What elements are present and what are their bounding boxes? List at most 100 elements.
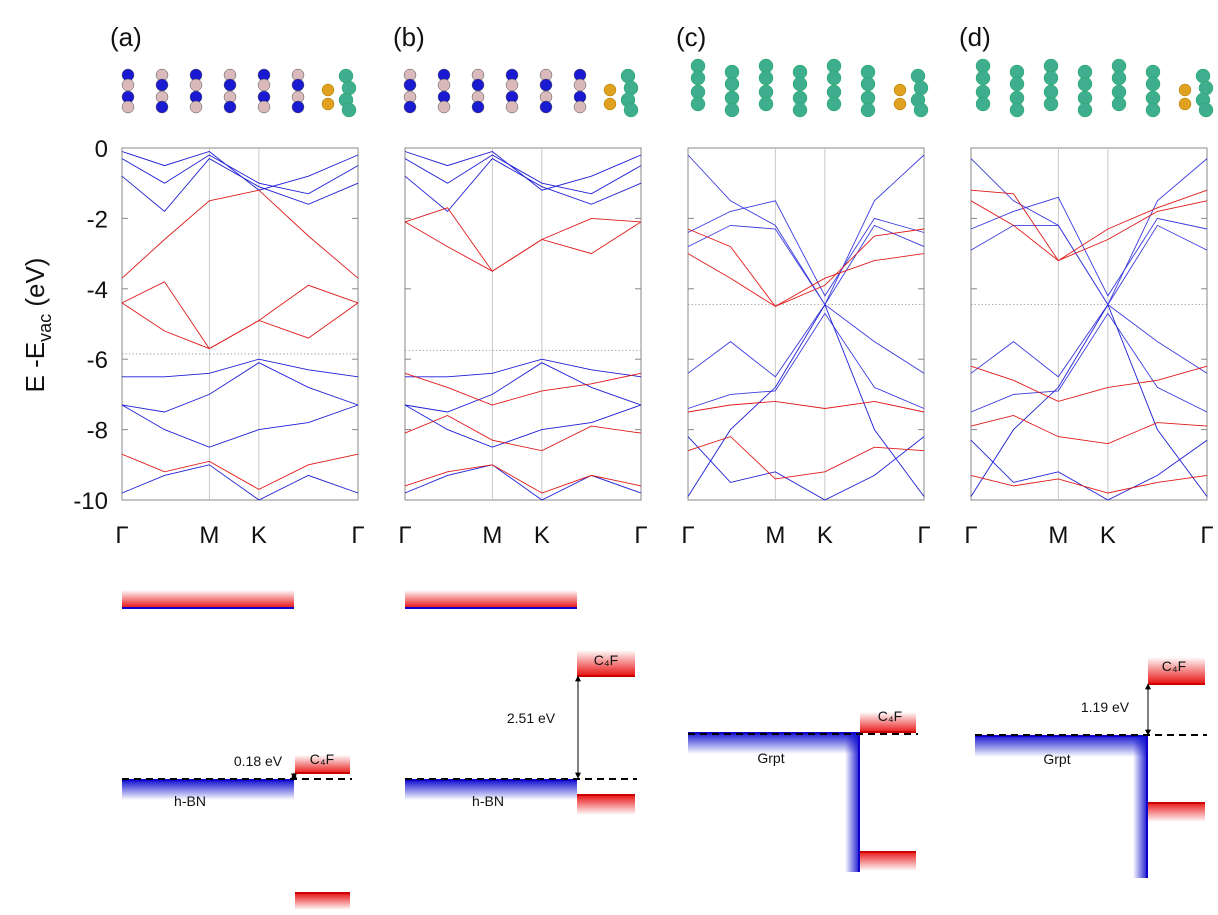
panel-label: (d): [959, 22, 991, 52]
band: [970, 200, 1208, 262]
atomic-structure: [975, 58, 1214, 118]
atom: [623, 80, 639, 96]
band-panel: [404, 147, 642, 501]
band: [970, 312, 1208, 413]
atom: [620, 68, 636, 84]
band: [687, 154, 925, 306]
atom: [223, 100, 237, 114]
atom: [471, 78, 485, 92]
graphite-band: [688, 732, 858, 754]
c4f-band: [1148, 802, 1205, 822]
atom: [338, 68, 354, 84]
atom: [121, 78, 135, 92]
x-tick-label: K: [817, 522, 833, 549]
atom: [1145, 102, 1161, 118]
panel-label: (a): [110, 22, 142, 52]
band: [970, 303, 1208, 497]
atom: [155, 78, 169, 92]
x-tick-label: K: [251, 522, 267, 549]
band: [404, 154, 642, 195]
band: [687, 312, 925, 409]
c4f-band: [295, 893, 350, 910]
y-tick-label: -10: [73, 488, 108, 515]
atom: [893, 97, 907, 111]
band: [687, 253, 925, 307]
graphite-band: [1133, 735, 1148, 878]
atom: [505, 100, 519, 114]
atom: [975, 96, 991, 112]
atomic-structure: [121, 68, 357, 118]
x-tick-label: K: [1100, 522, 1116, 549]
atom: [341, 102, 357, 118]
atom: [1195, 68, 1211, 84]
atom: [437, 100, 451, 114]
alignment-label: C₄F: [878, 708, 902, 724]
c4f-band: [577, 795, 635, 815]
atom: [321, 83, 335, 97]
x-tick-label: Γ: [351, 522, 364, 549]
plot-frame: [970, 147, 1208, 501]
atom: [257, 78, 271, 92]
atom: [1009, 76, 1025, 92]
band: [121, 464, 359, 501]
y-label-text: E -E: [20, 342, 50, 393]
band: [404, 362, 642, 413]
band: [970, 224, 1208, 306]
band: [404, 221, 642, 272]
band: [970, 189, 1208, 262]
atom: [758, 96, 774, 112]
plot-frame: [687, 147, 925, 501]
alignment-label: Grpt: [1043, 751, 1070, 767]
atom: [341, 80, 357, 96]
y-tick-label: -6: [87, 347, 108, 374]
atom: [603, 83, 617, 97]
band: [121, 189, 359, 279]
c4f-band: [1148, 657, 1205, 684]
c4f-band: [860, 851, 916, 871]
band: [970, 196, 1208, 297]
atom: [603, 97, 617, 111]
atom: [403, 78, 417, 92]
panel-label: (c): [676, 22, 706, 52]
atom: [1111, 70, 1127, 86]
atom: [910, 68, 926, 84]
atom: [975, 70, 991, 86]
band: [970, 158, 1208, 306]
graphite-band: [975, 735, 1148, 757]
band: [404, 372, 642, 406]
atom: [690, 96, 706, 112]
band: [404, 158, 642, 213]
band: [970, 365, 1208, 402]
band: [970, 415, 1208, 445]
y-tick-label: 0: [95, 136, 108, 163]
x-tick-label: Γ: [398, 522, 411, 549]
atom: [1178, 97, 1192, 111]
atom: [860, 76, 876, 92]
x-tick-label: Γ: [634, 522, 647, 549]
atom: [1111, 96, 1127, 112]
band: [970, 474, 1208, 494]
band: [687, 224, 925, 306]
atom: [913, 102, 929, 118]
atom: [1198, 80, 1214, 96]
x-tick-label: M: [765, 522, 785, 549]
band: [405, 358, 642, 378]
band: [404, 207, 642, 272]
alignment-label: C₄F: [310, 751, 334, 767]
band: [121, 154, 359, 195]
x-tick-label: Γ: [917, 522, 930, 549]
atom: [826, 96, 842, 112]
atomic-structure: [690, 58, 929, 118]
band: [687, 436, 925, 480]
atom: [792, 102, 808, 118]
c4f-band: [577, 650, 635, 676]
x-tick-label: M: [199, 522, 219, 549]
band: [121, 158, 359, 213]
atom: [1043, 96, 1059, 112]
y-tick-label: -8: [87, 418, 108, 445]
atom: [1043, 70, 1059, 86]
c4f-band: [860, 712, 916, 733]
x-tick-label: Γ: [964, 522, 977, 549]
